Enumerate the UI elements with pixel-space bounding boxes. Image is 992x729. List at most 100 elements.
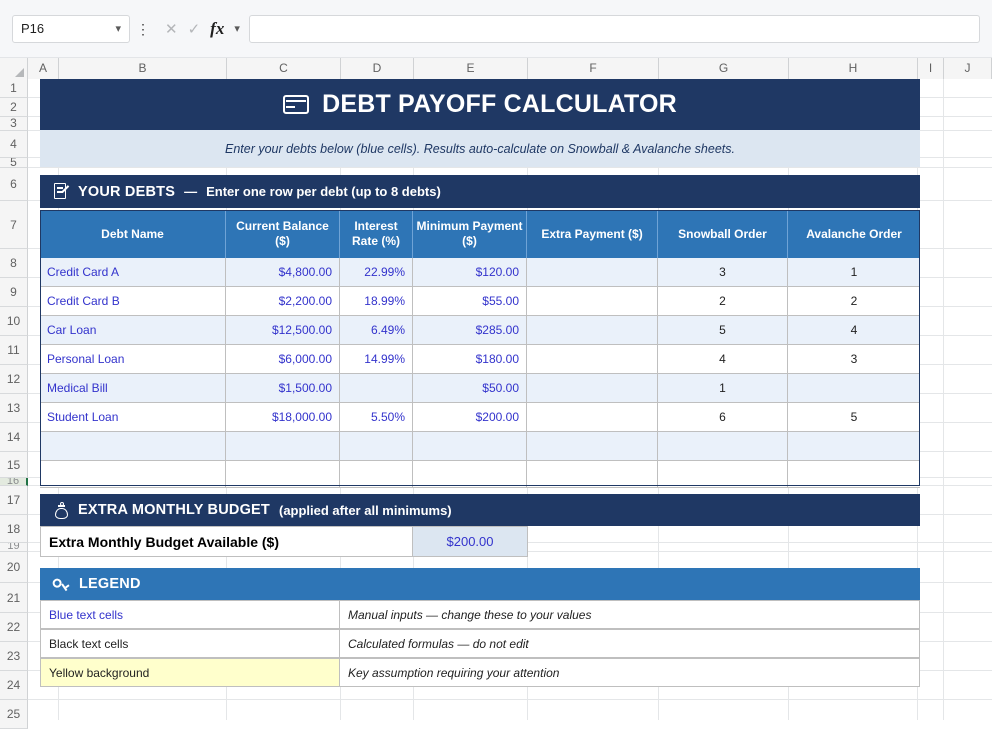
cell-extra[interactable] xyxy=(527,316,658,345)
cell-snowball[interactable] xyxy=(658,461,788,488)
column-header-J[interactable]: J xyxy=(944,58,992,79)
row-header-16[interactable]: 16 xyxy=(0,478,28,486)
formula-input[interactable] xyxy=(248,14,980,43)
row-header-22[interactable]: 22 xyxy=(0,613,28,642)
table-row[interactable]: Medical Bill $1,500.00 $50.00 1 xyxy=(40,374,920,403)
cell-extra[interactable] xyxy=(527,374,658,403)
row-header-6[interactable]: 6 xyxy=(0,168,28,201)
row-header-21[interactable]: 21 xyxy=(0,583,28,613)
cell-snowball[interactable]: 6 xyxy=(658,403,788,432)
cell-balance[interactable]: $6,000.00 xyxy=(226,345,340,374)
chevron-down-icon[interactable]: ▾ xyxy=(234,23,240,35)
cell-minimum[interactable]: $285.00 xyxy=(413,316,527,345)
cell-avalanche[interactable]: 3 xyxy=(788,345,920,374)
name-box[interactable]: P16 ▾ xyxy=(12,14,130,43)
cell-minimum[interactable]: $55.00 xyxy=(413,287,527,316)
cell-minimum[interactable]: $120.00 xyxy=(413,258,527,287)
cell-rate[interactable]: 22.99% xyxy=(340,258,413,287)
row-header-9[interactable]: 9 xyxy=(0,278,28,307)
cell-name[interactable]: Medical Bill xyxy=(40,374,226,403)
cell-rate[interactable]: 6.49% xyxy=(340,316,413,345)
cell-extra[interactable] xyxy=(527,461,658,488)
table-row[interactable]: Personal Loan $6,000.00 14.99% $180.00 4 3 xyxy=(40,345,920,374)
row-header-12[interactable]: 12 xyxy=(0,365,28,394)
row-header-24[interactable]: 24 xyxy=(0,671,28,700)
row-header-15[interactable]: 15 xyxy=(0,452,28,478)
cell-minimum[interactable]: $180.00 xyxy=(413,345,527,374)
column-header-E[interactable]: E xyxy=(414,58,528,79)
cell-balance[interactable]: $12,500.00 xyxy=(226,316,340,345)
cell-balance[interactable]: $2,200.00 xyxy=(226,287,340,316)
cell-avalanche[interactable]: 1 xyxy=(788,258,920,287)
cell-extra[interactable] xyxy=(527,432,658,461)
cell-snowball[interactable]: 1 xyxy=(658,374,788,403)
cell-balance[interactable]: $18,000.00 xyxy=(226,403,340,432)
cell-extra[interactable] xyxy=(527,287,658,316)
cell-rate[interactable] xyxy=(340,374,413,403)
cell-avalanche[interactable]: 4 xyxy=(788,316,920,345)
cell-name[interactable]: Credit Card B xyxy=(40,287,226,316)
cell-extra[interactable] xyxy=(527,258,658,287)
cell-minimum[interactable] xyxy=(413,432,527,461)
close-icon[interactable]: ✕ xyxy=(165,20,178,38)
column-header-B[interactable]: B xyxy=(59,58,227,79)
row-header-5[interactable]: 5 xyxy=(0,158,28,168)
column-header-extra-payment[interactable]: Extra Payment ($) xyxy=(527,210,658,258)
cell-avalanche[interactable] xyxy=(788,374,920,403)
cell-snowball[interactable]: 5 xyxy=(658,316,788,345)
column-header-F[interactable]: F xyxy=(528,58,659,79)
column-header-current-balance[interactable]: Current Balance ($) xyxy=(226,210,340,258)
cell-name[interactable]: Credit Card A xyxy=(40,258,226,287)
table-row[interactable]: Student Loan $18,000.00 5.50% $200.00 6 5 xyxy=(40,403,920,432)
cell-avalanche[interactable]: 2 xyxy=(788,287,920,316)
cell-name[interactable]: Student Loan xyxy=(40,403,226,432)
column-header-minimum-payment[interactable]: Minimum Payment ($) xyxy=(413,210,527,258)
cell-avalanche[interactable]: 5 xyxy=(788,403,920,432)
table-row[interactable] xyxy=(40,432,920,461)
row-header-2[interactable]: 2 xyxy=(0,98,28,117)
row-header-19[interactable]: 19 xyxy=(0,543,28,552)
column-header-avalanche-order[interactable]: Avalanche Order xyxy=(788,210,920,258)
column-header-H[interactable]: H xyxy=(789,58,918,79)
cell-name[interactable] xyxy=(40,461,226,488)
row-header-25[interactable]: 25 xyxy=(0,700,28,729)
row-header-20[interactable]: 20 xyxy=(0,552,28,583)
cell-extra[interactable] xyxy=(527,345,658,374)
row-header-23[interactable]: 23 xyxy=(0,642,28,671)
cell-rate[interactable] xyxy=(340,432,413,461)
row-header-17[interactable]: 17 xyxy=(0,486,28,515)
row-header-18[interactable]: 18 xyxy=(0,515,28,543)
column-header-interest-rate[interactable]: Interest Rate (%) xyxy=(340,210,413,258)
column-header-D[interactable]: D xyxy=(341,58,414,79)
table-row[interactable]: Credit Card B $2,200.00 18.99% $55.00 2 2 xyxy=(40,287,920,316)
cell-balance[interactable]: $1,500.00 xyxy=(226,374,340,403)
budget-value-cell[interactable]: $200.00 xyxy=(413,526,528,557)
column-header-C[interactable]: C xyxy=(227,58,341,79)
cell-name[interactable]: Car Loan xyxy=(40,316,226,345)
column-header-A[interactable]: A xyxy=(28,58,59,79)
cell-rate[interactable]: 5.50% xyxy=(340,403,413,432)
column-header-snowball-order[interactable]: Snowball Order xyxy=(658,210,788,258)
row-header-13[interactable]: 13 xyxy=(0,394,28,423)
column-header-G[interactable]: G xyxy=(659,58,789,79)
row-header-11[interactable]: 11 xyxy=(0,336,28,365)
cell-balance[interactable]: $4,800.00 xyxy=(226,258,340,287)
more-options-icon[interactable]: ⋮ xyxy=(136,20,150,37)
table-row[interactable]: Credit Card A $4,800.00 22.99% $120.00 3 1 xyxy=(40,258,920,287)
row-header-4[interactable]: 4 xyxy=(0,131,28,158)
check-icon[interactable]: ✓ xyxy=(187,20,201,38)
cell-snowball[interactable] xyxy=(658,432,788,461)
table-row[interactable] xyxy=(40,461,920,488)
cell-rate[interactable] xyxy=(340,461,413,488)
cell-rate[interactable]: 14.99% xyxy=(340,345,413,374)
fx-icon[interactable]: fx xyxy=(210,18,225,38)
cell-minimum[interactable]: $50.00 xyxy=(413,374,527,403)
cell-avalanche[interactable] xyxy=(788,432,920,461)
cell-snowball[interactable]: 3 xyxy=(658,258,788,287)
cell-minimum[interactable] xyxy=(413,461,527,488)
cell-minimum[interactable]: $200.00 xyxy=(413,403,527,432)
select-all-corner[interactable] xyxy=(0,58,28,79)
cell-name[interactable] xyxy=(40,432,226,461)
cell-name[interactable]: Personal Loan xyxy=(40,345,226,374)
cell-snowball[interactable]: 2 xyxy=(658,287,788,316)
